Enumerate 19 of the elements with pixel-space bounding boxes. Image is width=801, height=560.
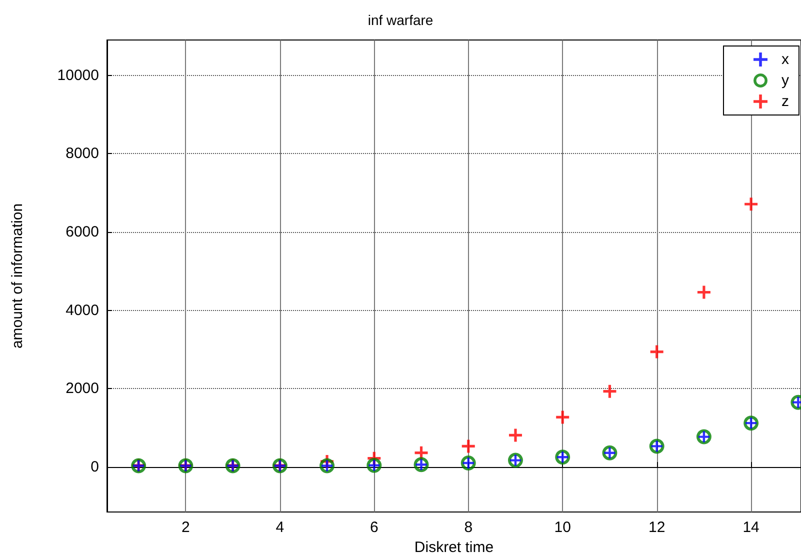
y-tick-label: 0 bbox=[90, 458, 99, 476]
chart-title: inf warfare bbox=[368, 12, 434, 28]
x-tick-label: 12 bbox=[648, 519, 666, 536]
x-tick-label: 2 bbox=[182, 519, 190, 536]
y-tick-label: 4000 bbox=[66, 302, 99, 319]
x-tick-label: 8 bbox=[464, 519, 473, 536]
y-tick-label: 2000 bbox=[66, 380, 99, 398]
y-tick-label: 6000 bbox=[66, 223, 99, 240]
x-tick-label: 4 bbox=[276, 519, 284, 536]
legend-label: y bbox=[782, 72, 790, 89]
x-tick-label: 6 bbox=[370, 519, 378, 536]
legend-label: z bbox=[782, 93, 789, 110]
y-axis-title: amount of information bbox=[9, 203, 26, 349]
legend-label: x bbox=[782, 51, 790, 68]
x-tick-label: 14 bbox=[742, 519, 760, 536]
y-tick-label: 10000 bbox=[57, 66, 99, 84]
x-axis-title: Diskret time bbox=[414, 539, 494, 556]
x-tick-label: 10 bbox=[554, 519, 571, 536]
y-tick-label: 8000 bbox=[66, 145, 99, 162]
